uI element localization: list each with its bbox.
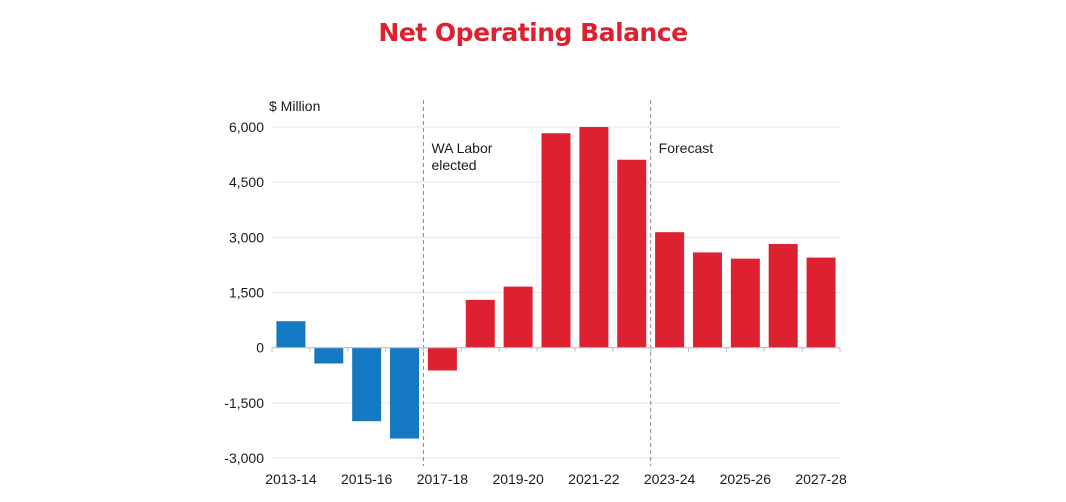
y-tick-label: -1,500 [224,395,264,411]
bar-2016-17 [390,347,420,439]
x-tick-label: 2017-18 [417,471,469,487]
annotation-text: elected [431,157,476,173]
y-axis-label: $ Million [269,98,320,114]
x-tick-label: 2019-20 [492,471,544,487]
bar-2014-15 [314,347,344,364]
y-tick-label: 4,500 [229,174,264,190]
x-tick-labels: 2013-14 2015-16 2017-18 2019-20 2021-22 2023-… [265,471,847,487]
bar-2017-18 [427,347,457,371]
bar-2025-26 [730,258,760,348]
annotation-text: Forecast [659,140,714,156]
x-tick-label: 2015-16 [341,471,393,487]
y-tick-label: 6,000 [229,119,264,135]
y-tick-label: 3,000 [229,229,264,245]
y-tick-label: 1,500 [229,285,264,301]
zero-axis [271,347,841,352]
bar-2024-25 [692,252,722,348]
annotation-text: WA Labor [431,140,492,156]
bar-2018-19 [465,299,495,348]
bar-2027-28 [806,257,836,348]
bar-2023-24 [655,232,685,348]
x-tick-label: 2023-24 [644,471,696,487]
divider-lines [422,100,652,466]
bar-2026-27 [768,243,798,348]
bars [276,127,836,439]
bar-2022-23 [617,159,647,348]
y-tick-label: 0 [256,340,264,356]
x-tick-label: 2013-14 [265,471,317,487]
chart-title: Net Operating Balance [378,18,688,47]
bar-2019-20 [503,286,533,348]
x-tick-label: 2027-28 [795,471,847,487]
y-tick-labels: -3,000 -1,500 0 1,500 3,000 4,500 6,000 [224,119,264,466]
bar-2021-22 [579,127,609,348]
bar-2020-21 [541,133,571,348]
bar-2013-14 [276,321,306,348]
x-tick-label: 2021-22 [568,471,620,487]
bar-2015-16 [352,347,382,422]
y-tick-label: -3,000 [224,450,264,466]
x-tick-label: 2025-26 [720,471,772,487]
